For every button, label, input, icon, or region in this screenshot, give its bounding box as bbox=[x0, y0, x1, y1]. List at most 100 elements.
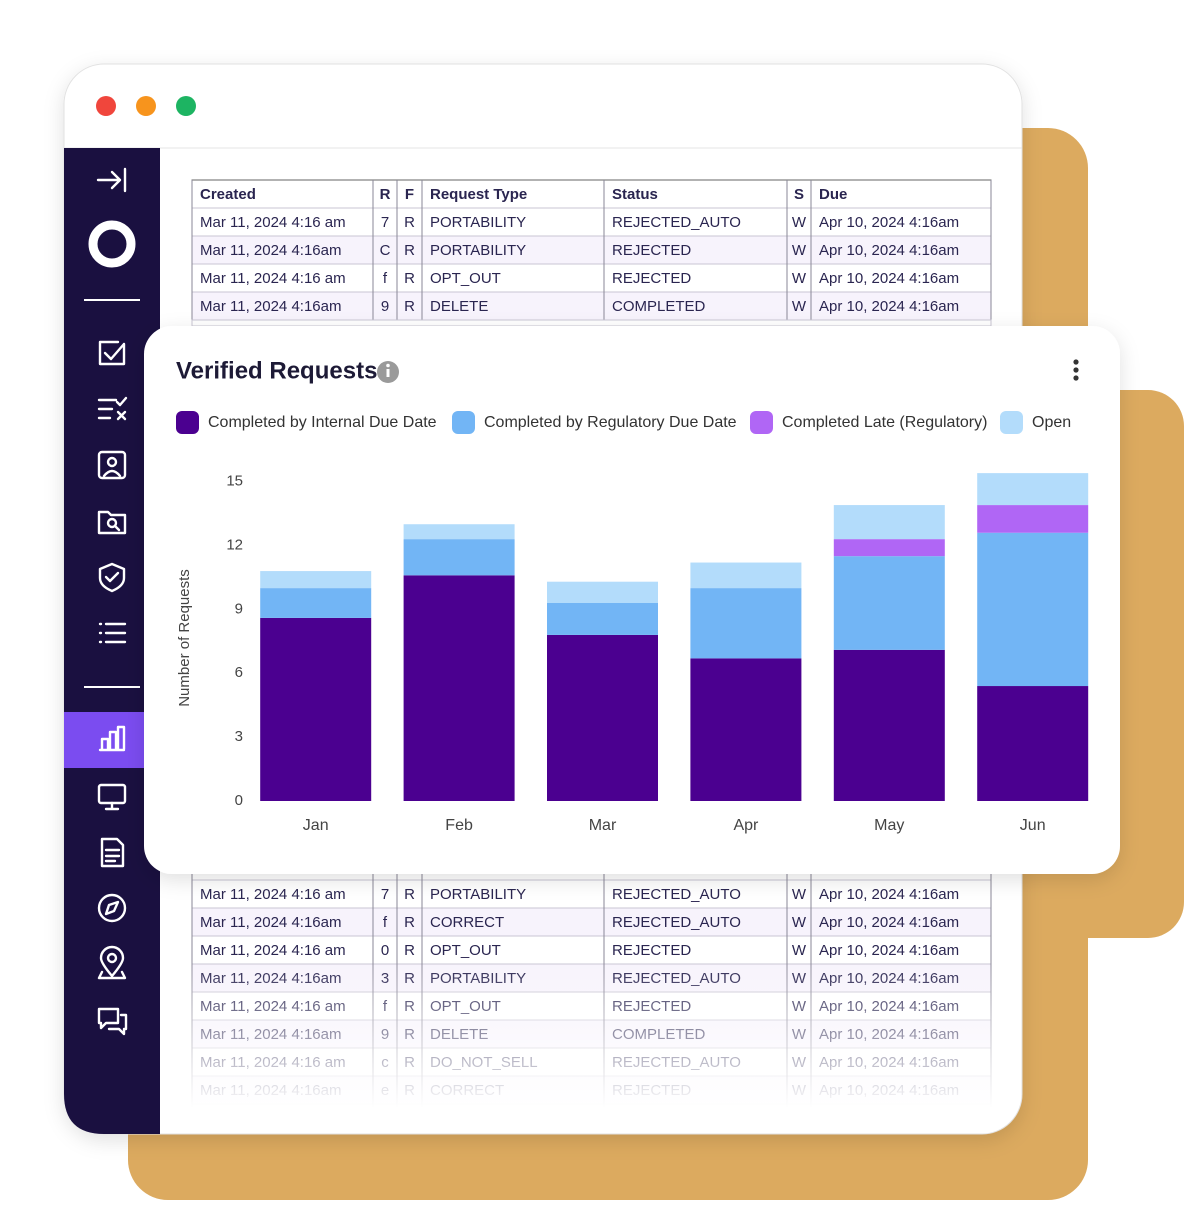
table-cell: W bbox=[792, 242, 807, 259]
table-cell: Apr 10, 2024 4:16am bbox=[819, 942, 959, 959]
legend-swatch bbox=[176, 411, 199, 434]
bar-segment bbox=[977, 505, 1089, 533]
legend-swatch bbox=[750, 411, 773, 434]
column-header: Request Type bbox=[430, 186, 527, 203]
table-cell: PORTABILITY bbox=[430, 242, 526, 259]
close-dot[interactable] bbox=[96, 96, 116, 116]
x-tick-label: Apr bbox=[733, 817, 759, 834]
row-peek bbox=[191, 319, 992, 327]
legend-label: Completed by Regulatory Due Date bbox=[484, 414, 737, 431]
table-row bbox=[191, 235, 992, 265]
table-cell: 7 bbox=[381, 886, 389, 903]
table-cell: C bbox=[380, 242, 391, 259]
table-cell: Mar 11, 2024 4:16am bbox=[200, 914, 341, 931]
column-header: Status bbox=[612, 186, 658, 203]
fade-overlay bbox=[170, 960, 1010, 1108]
table-cell: REJECTED_AUTO bbox=[612, 914, 741, 931]
column-header: S bbox=[794, 186, 804, 203]
nav-icons[interactable] bbox=[84, 167, 140, 1036]
bar-segment bbox=[833, 505, 945, 540]
table-cell: PORTABILITY bbox=[430, 214, 526, 231]
bar-segment bbox=[260, 588, 372, 618]
bar-segment bbox=[547, 581, 658, 603]
table-cell: REJECTED_AUTO bbox=[612, 886, 741, 903]
table-cell: 0 bbox=[381, 942, 389, 959]
table-cell: COMPLETED bbox=[612, 298, 706, 315]
table-cell: R bbox=[404, 242, 415, 259]
table-cell: Mar 11, 2024 4:16 am bbox=[200, 942, 346, 959]
minimize-dot[interactable] bbox=[136, 96, 156, 116]
x-tick-label: Feb bbox=[445, 817, 473, 834]
x-tick-label: May bbox=[874, 817, 904, 834]
column-header: F bbox=[405, 186, 414, 203]
table-cell: R bbox=[404, 886, 415, 903]
chart-title: Verified Requests bbox=[176, 357, 377, 384]
table-cell: Apr 10, 2024 4:16am bbox=[819, 242, 959, 259]
bar-segment bbox=[260, 571, 372, 589]
bar-segment bbox=[690, 658, 802, 801]
bar-segment bbox=[403, 539, 515, 576]
table-cell: Apr 10, 2024 4:16am bbox=[819, 214, 959, 231]
bar-segment bbox=[547, 603, 658, 635]
legend-label: Open bbox=[1032, 414, 1071, 431]
table-cell: W bbox=[792, 942, 807, 959]
bar-segment bbox=[977, 473, 1089, 506]
x-tick-label: Jun bbox=[1020, 817, 1046, 834]
legend-swatch bbox=[452, 411, 475, 434]
table-cell: Apr 10, 2024 4:16am bbox=[819, 886, 959, 903]
table-cell: Mar 11, 2024 4:16 am bbox=[200, 270, 346, 287]
table-cell: W bbox=[792, 298, 807, 315]
column-header: Due bbox=[819, 186, 847, 203]
table-header bbox=[191, 179, 992, 209]
table-cell: W bbox=[792, 214, 807, 231]
table-cell: 7 bbox=[381, 214, 389, 231]
bar-segment bbox=[690, 562, 802, 589]
table-cell: Apr 10, 2024 4:16am bbox=[819, 298, 959, 315]
table-cell: W bbox=[792, 270, 807, 287]
table-cell: OPT_OUT bbox=[430, 942, 501, 959]
bar-segment bbox=[977, 532, 1089, 687]
table-cell: R bbox=[404, 214, 415, 231]
table-row bbox=[191, 291, 992, 321]
legend-swatch bbox=[1000, 411, 1023, 434]
table-cell: OPT_OUT bbox=[430, 270, 501, 287]
chart-card: Verified Requests Number of Requests 0 3 6… bbox=[144, 326, 1120, 874]
table-row bbox=[191, 879, 992, 909]
table-cell: R bbox=[404, 942, 415, 959]
maximize-dot[interactable] bbox=[176, 96, 196, 116]
bar-segment bbox=[833, 539, 945, 557]
x-tick-label: Jan bbox=[303, 817, 329, 834]
bar-segment bbox=[547, 634, 658, 801]
bar-segment bbox=[690, 588, 802, 659]
table-cell: R bbox=[404, 914, 415, 931]
bar-segment bbox=[403, 575, 515, 801]
table-cell: Mar 11, 2024 4:16am bbox=[200, 298, 341, 315]
table-cell: PORTABILITY bbox=[430, 886, 526, 903]
table-cell: REJECTED bbox=[612, 242, 691, 259]
table-cell: Mar 11, 2024 4:16 am bbox=[200, 886, 346, 903]
table-cell: DELETE bbox=[430, 298, 488, 315]
table-cell: f bbox=[383, 914, 388, 931]
legend-label: Completed Late (Regulatory) bbox=[782, 414, 987, 431]
table-cell: Apr 10, 2024 4:16am bbox=[819, 270, 959, 287]
x-tick-label: Mar bbox=[589, 817, 617, 834]
table-cell: W bbox=[792, 914, 807, 931]
menu-button[interactable] bbox=[1073, 359, 1079, 381]
y-tick-label: 9 bbox=[235, 600, 243, 617]
table-cell: Mar 11, 2024 4:16 am bbox=[200, 214, 346, 231]
y-tick-label: 12 bbox=[226, 536, 243, 553]
table-cell: W bbox=[792, 886, 807, 903]
bar-segment bbox=[833, 556, 945, 650]
column-header: Created bbox=[200, 186, 256, 203]
table-cell: REJECTED bbox=[612, 942, 691, 959]
y-tick-label: 15 bbox=[226, 473, 243, 490]
bar-segment bbox=[977, 686, 1089, 801]
bar-segment bbox=[403, 524, 515, 540]
bar-segment bbox=[260, 617, 372, 801]
table-cell: Mar 11, 2024 4:16am bbox=[200, 242, 341, 259]
table-cell: f bbox=[383, 270, 388, 287]
table-cell: REJECTED_AUTO bbox=[612, 214, 741, 231]
table-cell: R bbox=[404, 298, 415, 315]
table-cell: R bbox=[404, 270, 415, 287]
